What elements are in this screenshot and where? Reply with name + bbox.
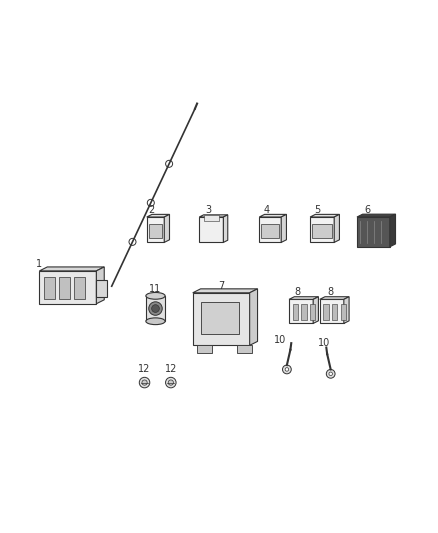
- Polygon shape: [289, 300, 313, 324]
- Polygon shape: [313, 297, 318, 324]
- Polygon shape: [146, 296, 165, 321]
- Text: 7: 7: [218, 280, 224, 290]
- Text: 10: 10: [274, 335, 286, 345]
- Polygon shape: [312, 223, 332, 238]
- Polygon shape: [39, 267, 104, 271]
- Polygon shape: [147, 214, 170, 217]
- Circle shape: [139, 377, 150, 388]
- Polygon shape: [301, 304, 307, 320]
- Polygon shape: [310, 214, 339, 217]
- Ellipse shape: [146, 318, 165, 325]
- Polygon shape: [96, 280, 107, 297]
- Polygon shape: [197, 345, 212, 353]
- Polygon shape: [332, 304, 337, 320]
- Polygon shape: [44, 278, 55, 300]
- Polygon shape: [193, 289, 258, 293]
- Polygon shape: [259, 214, 286, 217]
- Polygon shape: [201, 302, 239, 334]
- Polygon shape: [310, 217, 334, 243]
- Circle shape: [285, 368, 289, 371]
- Polygon shape: [323, 304, 328, 320]
- Circle shape: [147, 199, 154, 206]
- Ellipse shape: [152, 305, 159, 312]
- Circle shape: [166, 160, 173, 167]
- Polygon shape: [344, 297, 349, 324]
- Polygon shape: [250, 289, 258, 345]
- Polygon shape: [341, 304, 346, 320]
- Circle shape: [329, 372, 332, 376]
- Polygon shape: [293, 304, 298, 320]
- Polygon shape: [193, 293, 250, 345]
- Circle shape: [166, 377, 176, 388]
- Ellipse shape: [149, 302, 162, 316]
- Polygon shape: [223, 215, 228, 243]
- Polygon shape: [204, 215, 219, 221]
- Polygon shape: [357, 217, 390, 247]
- Text: 12: 12: [138, 364, 151, 374]
- Ellipse shape: [146, 293, 165, 299]
- Polygon shape: [96, 267, 104, 304]
- Polygon shape: [74, 278, 85, 300]
- Polygon shape: [164, 214, 170, 243]
- Text: 3: 3: [205, 205, 211, 215]
- Polygon shape: [310, 304, 315, 320]
- Text: 4: 4: [263, 205, 269, 215]
- Text: 5: 5: [314, 205, 321, 215]
- Polygon shape: [259, 217, 281, 243]
- Polygon shape: [334, 214, 339, 243]
- Text: 6: 6: [365, 205, 371, 215]
- Circle shape: [129, 238, 136, 245]
- Text: 1: 1: [36, 259, 42, 269]
- Circle shape: [142, 380, 147, 385]
- Text: 2: 2: [148, 205, 154, 215]
- Text: 10: 10: [318, 337, 330, 348]
- Text: 12: 12: [165, 364, 177, 374]
- Circle shape: [168, 380, 173, 385]
- Text: 11: 11: [149, 284, 162, 294]
- Polygon shape: [320, 300, 344, 324]
- Polygon shape: [261, 223, 279, 238]
- Polygon shape: [199, 215, 228, 217]
- Polygon shape: [320, 297, 349, 300]
- Circle shape: [326, 369, 335, 378]
- Polygon shape: [289, 297, 318, 300]
- Polygon shape: [281, 214, 286, 243]
- Polygon shape: [237, 345, 252, 353]
- Polygon shape: [357, 214, 396, 217]
- Polygon shape: [199, 217, 223, 243]
- Circle shape: [283, 365, 291, 374]
- Polygon shape: [59, 278, 70, 300]
- Text: 8: 8: [328, 287, 334, 297]
- Polygon shape: [390, 214, 396, 247]
- Polygon shape: [147, 217, 164, 243]
- Polygon shape: [39, 271, 96, 304]
- Polygon shape: [149, 223, 162, 238]
- Text: 8: 8: [295, 287, 301, 297]
